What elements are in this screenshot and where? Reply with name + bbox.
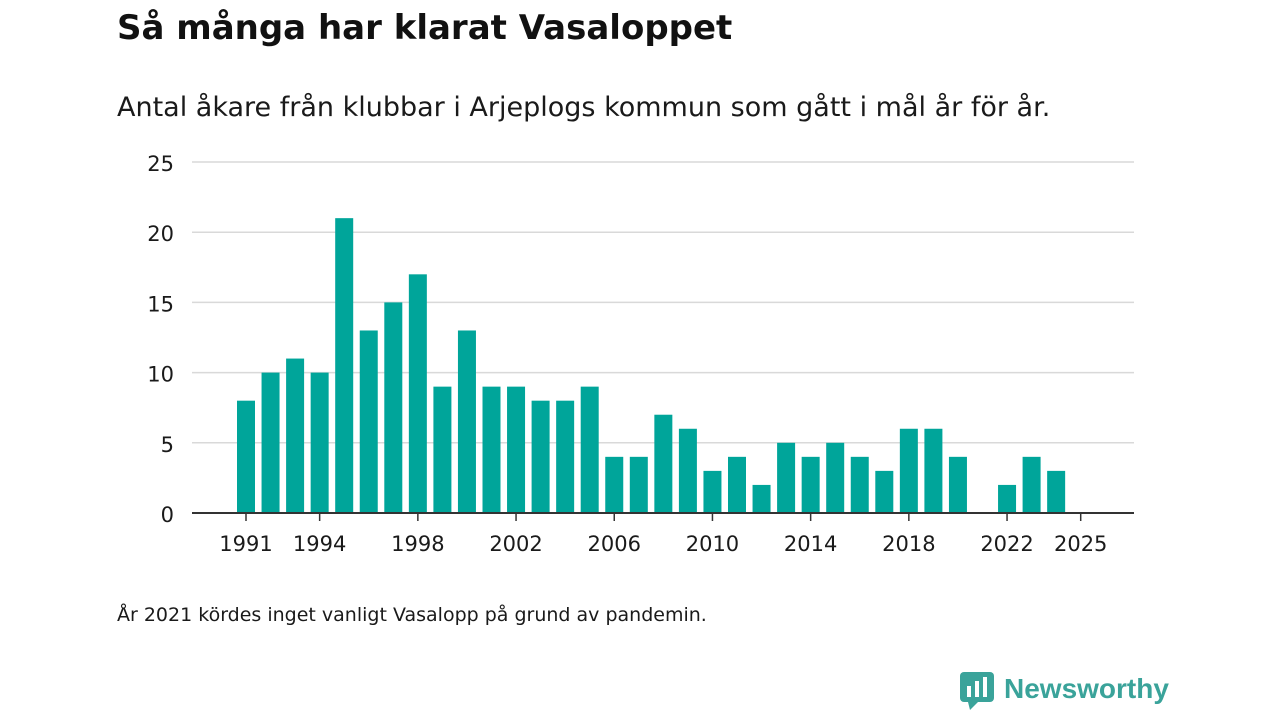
bar-2018	[899, 428, 918, 513]
bar-2022	[998, 484, 1017, 513]
bar-2013	[777, 442, 796, 513]
y-tick-label: 20	[147, 222, 174, 246]
footnote: År 2021 kördes inget vanligt Vasalopp på…	[117, 604, 707, 626]
bar-2009	[678, 428, 697, 513]
bar-2001	[482, 386, 501, 513]
x-tick-label: 2002	[489, 532, 542, 556]
bar-2012	[752, 484, 771, 513]
bar-2023	[1022, 456, 1041, 513]
bar-2016	[850, 456, 869, 513]
gridlines	[192, 161, 1134, 444]
bar-2019	[924, 428, 943, 513]
bar-1992	[261, 372, 280, 513]
y-tick-label: 5	[161, 433, 174, 457]
bar-2008	[654, 414, 673, 513]
bar-2010	[703, 470, 722, 513]
bar-1997	[384, 302, 403, 513]
bar-1998	[408, 274, 427, 513]
x-tick-label: 2014	[784, 532, 837, 556]
bar-2015	[826, 442, 845, 513]
bar-2024	[1047, 470, 1066, 513]
x-tick-label: 2010	[686, 532, 739, 556]
bar-2006	[605, 456, 624, 513]
x-tick-label: 1994	[293, 532, 346, 556]
chart-title: Så många har klarat Vasaloppet	[117, 8, 733, 48]
chart-subtitle: Antal åkare från klubbar i Arjeplogs kom…	[117, 92, 1051, 123]
x-tick-label: 1991	[219, 532, 272, 556]
y-tick-label: 15	[147, 292, 174, 316]
brand-name: Newsworthy	[1004, 673, 1169, 704]
bar-1996	[359, 330, 378, 513]
bar-1991	[237, 400, 255, 513]
bar-1999	[433, 386, 452, 513]
x-tick-label: 1998	[391, 532, 444, 556]
bar-2014	[801, 456, 820, 513]
bar-2005	[580, 386, 599, 513]
x-tick-label: 2006	[588, 532, 641, 556]
bar-2007	[629, 456, 648, 513]
x-tick-label: 2022	[980, 532, 1033, 556]
bar-2011	[728, 456, 746, 513]
bar-2002	[507, 386, 526, 513]
bar-2000	[457, 330, 476, 513]
newsworthy-logo-icon	[960, 672, 994, 710]
y-tick-label: 10	[147, 363, 174, 387]
brand-logo: Newsworthy	[960, 672, 1169, 718]
bar-2003	[531, 400, 550, 513]
bar-1995	[335, 218, 354, 513]
y-tick-label: 0	[161, 503, 174, 527]
x-tick-label: 2025	[1054, 532, 1107, 556]
bar-2004	[556, 400, 575, 513]
bars	[237, 218, 1066, 513]
y-tick-label: 25	[147, 152, 174, 176]
x-tick-label: 2018	[882, 532, 935, 556]
bar-2017	[875, 470, 894, 513]
bar-2020	[948, 456, 967, 513]
bar-1993	[286, 358, 305, 513]
bar-1994	[310, 372, 329, 513]
